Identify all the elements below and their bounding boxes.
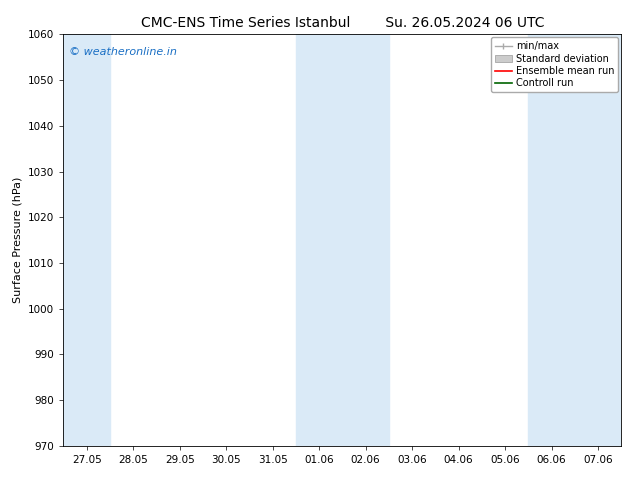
Legend: min/max, Standard deviation, Ensemble mean run, Controll run: min/max, Standard deviation, Ensemble me…	[491, 37, 618, 92]
Bar	[296, 34, 389, 446]
Text: © weatheronline.in: © weatheronline.in	[69, 47, 177, 57]
Bar	[63, 34, 110, 446]
Bar	[528, 34, 621, 446]
Y-axis label: Surface Pressure (hPa): Surface Pressure (hPa)	[13, 177, 23, 303]
Title: CMC-ENS Time Series Istanbul        Su. 26.05.2024 06 UTC: CMC-ENS Time Series Istanbul Su. 26.05.2…	[141, 16, 544, 30]
